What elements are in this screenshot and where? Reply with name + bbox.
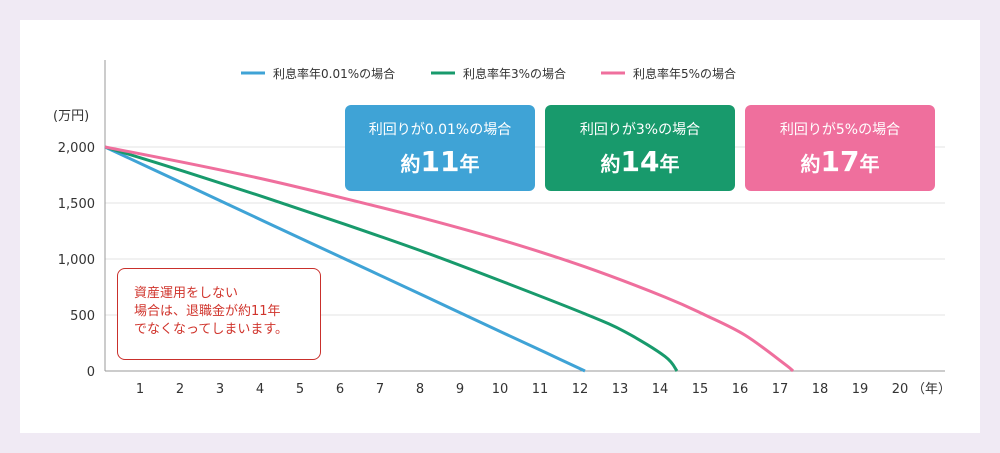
x-tick-label: 9 (456, 382, 464, 397)
y-tick-label: 0 (87, 365, 95, 380)
chart-panel: 0 500 1,000 1,500 2,000 (万円) 1 2 3 4 5 6 7 8 9 10 11 12 13… (20, 20, 980, 433)
x-tick-label: 15 (692, 382, 709, 397)
x-tick-label: 17 (772, 382, 789, 397)
x-tick-label: 19 (852, 382, 869, 397)
x-tick-label: 8 (416, 382, 424, 397)
x-tick-label: 6 (336, 382, 344, 397)
result-caption: 利回りが3%の場合 (579, 122, 701, 138)
x-axis-unit-label: （年） (912, 382, 951, 397)
legend-label: 利息率年5%の場合 (633, 66, 736, 81)
x-tick-label: 11 (532, 382, 549, 397)
y-tick-label: 1,500 (58, 197, 95, 212)
x-tick-label: 3 (216, 382, 224, 397)
series-line (104, 145, 586, 373)
result-value: 約17年 (800, 145, 880, 178)
x-tick-label: 18 (812, 382, 829, 397)
x-tick-label: 16 (732, 382, 749, 397)
legend-label: 利息率年0.01%の場合 (273, 66, 395, 81)
x-tick-label: 13 (612, 382, 629, 397)
result-value: 約14年 (600, 145, 680, 178)
note-line: 場合は、退職金が約11年 (134, 304, 281, 319)
note-line: 資産運用をしない (134, 286, 239, 301)
x-tick-label: 1 (136, 382, 144, 397)
x-tick-label: 5 (296, 382, 304, 397)
result-box-0-01-percent: 利回りが0.01%の場合 約11年 (345, 105, 535, 191)
x-tick-label: 14 (652, 382, 669, 397)
result-caption: 利回りが5%の場合 (779, 122, 901, 138)
y-tick-label: 2,000 (58, 141, 95, 156)
y-tick-label: 500 (70, 309, 95, 324)
x-tick-label: 4 (256, 382, 264, 397)
result-box-3-percent: 利回りが3%の場合 約14年 (545, 105, 735, 191)
result-box-5-percent: 利回りが5%の場合 約17年 (745, 105, 935, 191)
y-axis-unit-label: (万円) (53, 109, 89, 124)
x-tick-label: 20 (892, 382, 909, 397)
result-value: 約11年 (400, 145, 480, 178)
result-caption: 利回りが0.01%の場合 (368, 122, 512, 138)
x-tick-label: 12 (572, 382, 589, 397)
y-tick-label: 1,000 (58, 253, 95, 268)
x-tick-label: 10 (492, 382, 509, 397)
x-tick-label: 7 (376, 382, 384, 397)
no-investment-note: 資産運用をしない 場合は、退職金が約11年 でなくなってしまいます。 (117, 268, 321, 360)
series-line (104, 145, 679, 372)
series-line (104, 145, 795, 373)
legend-label: 利息率年3%の場合 (463, 66, 566, 81)
x-tick-label: 2 (176, 382, 184, 397)
note-line: でなくなってしまいます。 (134, 322, 289, 337)
